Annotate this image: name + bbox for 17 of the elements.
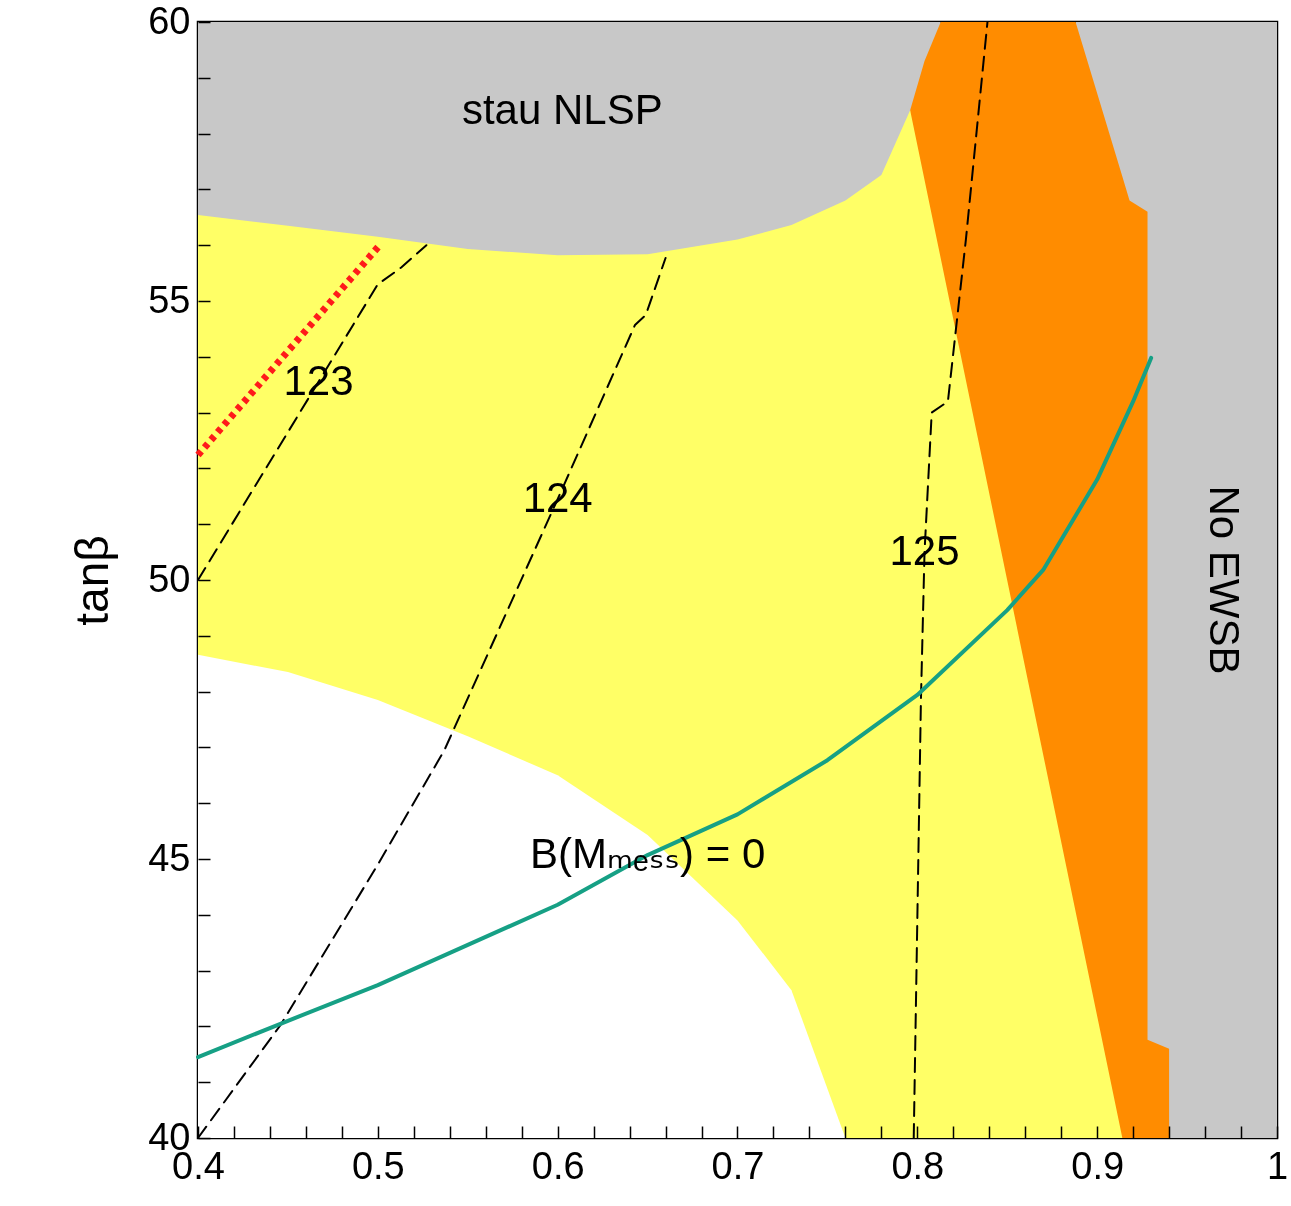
y-axis-title: tanβ xyxy=(66,535,119,626)
series-label: No EWSB xyxy=(1201,485,1249,675)
y-tick-label: 50 xyxy=(148,557,191,600)
annotation: 124 xyxy=(522,474,593,522)
annotation: 123 xyxy=(283,356,354,404)
line-series xyxy=(196,355,1154,1060)
x-tick-label: 0.9 xyxy=(1071,1144,1125,1187)
x-tick-label: 0.6 xyxy=(531,1144,585,1187)
series-label: stau NLSP xyxy=(461,86,663,134)
y-tick-label: 45 xyxy=(148,836,191,879)
x-tick-label: 0.5 xyxy=(351,1144,405,1187)
y-tick-label: 55 xyxy=(148,278,191,321)
x-tick-label: 0.7 xyxy=(711,1144,765,1187)
x-tick-label: 0.8 xyxy=(891,1144,945,1187)
x-tick-label: 1 xyxy=(1266,1144,1289,1187)
annotation: 125 xyxy=(889,527,960,575)
y-tick-label: 60 xyxy=(148,0,191,42)
